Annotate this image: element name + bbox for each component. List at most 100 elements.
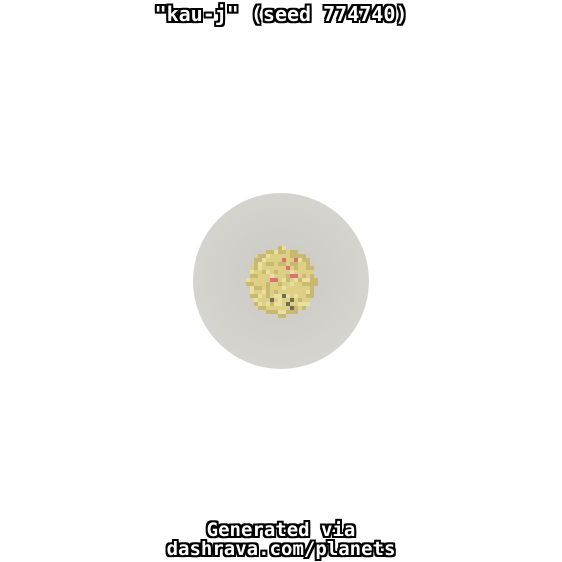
planet-pixel [278,310,282,314]
planet-pixel [250,286,254,290]
planet-pixel [258,282,262,286]
planet-pixel [302,258,306,262]
footer-link[interactable]: dashrava.com/planets [166,538,396,560]
planet-pixel [290,274,294,278]
planet-pixel [286,302,290,306]
planet-pixel [274,306,278,310]
planet-pixel [254,302,258,306]
planet-pixel [266,294,270,298]
planet-pixel [258,274,262,278]
planet-pixel [282,314,286,318]
planet-pixel [306,274,310,278]
planet-pixel [310,266,314,270]
planet-pixel [282,302,286,306]
planet-pixel [310,270,314,274]
planet-pixel [254,290,258,294]
planet-pixel [282,262,286,266]
planet-pixel [270,270,274,274]
planet-pixel [278,262,282,266]
planet-pixel [274,294,278,298]
planet-pixel [274,258,278,262]
planet-pixel [262,290,266,294]
planet-pixel [286,274,290,278]
planet-pixel [262,298,266,302]
planet-pixel [278,278,282,282]
planet-pixel [282,246,286,250]
planet-pixel [298,262,302,266]
planet-pixel [310,294,314,298]
planet-pixel [278,274,282,278]
planet-pixel [298,294,302,298]
planet-pixel [306,302,310,306]
planet-pixel [266,310,270,314]
planet-pixel [306,270,310,274]
planet-pixel [294,290,298,294]
planet-pixel [246,278,250,282]
planet-pixel [286,290,290,294]
planet-pixel [306,262,310,266]
planet-pixel [282,274,286,278]
planet-pixel [298,302,302,306]
planet-pixel [266,274,270,278]
planet-pixel [258,266,262,270]
planet-pixel [286,278,290,282]
planet-pixel [274,298,278,302]
planet-pixel [266,266,270,270]
planet-pixel [294,270,298,274]
planet-pixel [262,306,266,310]
planet-pixel [278,298,282,302]
planet-pixel [274,266,278,270]
planet-pixel [262,286,266,290]
planet-pixel [302,302,306,306]
planet-pixel [254,286,258,290]
planet-pixel [310,290,314,294]
planet-pixel [254,278,258,282]
planet-pixel [266,286,270,290]
planet-pixel [278,286,282,290]
footer-line-generated: Generated via [206,519,356,541]
planet-pixel [298,286,302,290]
planet-pixel [286,250,290,254]
planet-pixel [294,266,298,270]
planet-pixel [290,306,294,310]
planet-pixel [290,282,294,286]
planet-pixel [286,270,290,274]
footer-credit: Generated via dashrava.com/planets [0,521,562,559]
planet-pixel [294,282,298,286]
planet-pixel [254,274,258,278]
planet-pixel [266,250,270,254]
planet-pixel [270,306,274,310]
planet-pixel [298,298,302,302]
planet-pixel [282,286,286,290]
planet-pixel [274,286,278,290]
planet-pixel [298,258,302,262]
planet-pixel [258,278,262,282]
planet-pixel [270,278,274,282]
planet-pixel [294,262,298,266]
planet-pixel [282,254,286,258]
planet-pixel [302,282,306,286]
planet-pixel [254,298,258,302]
planet-pixel [262,254,266,258]
planet-pixel [270,290,274,294]
planet-pixel [294,278,298,282]
planet-pixel [274,262,278,266]
planet-sprite [246,246,318,318]
planet-pixel [290,262,294,266]
planet-pixel [294,302,298,306]
planet-pixel [310,274,314,278]
planet-pixel [282,270,286,274]
planet-pixel [270,262,274,266]
planet-pixel [282,306,286,310]
planet-pixel [290,250,294,254]
planet-pixel [310,282,314,286]
planet-pixel [274,274,278,278]
planet-pixel [298,274,302,278]
planet-pixel [302,262,306,266]
planet-pixel [282,266,286,270]
planet-pixel [290,270,294,274]
planet-pixel [262,278,266,282]
planet-pixel [286,282,290,286]
planet-pixel [270,266,274,270]
planet-pixel [290,302,294,306]
